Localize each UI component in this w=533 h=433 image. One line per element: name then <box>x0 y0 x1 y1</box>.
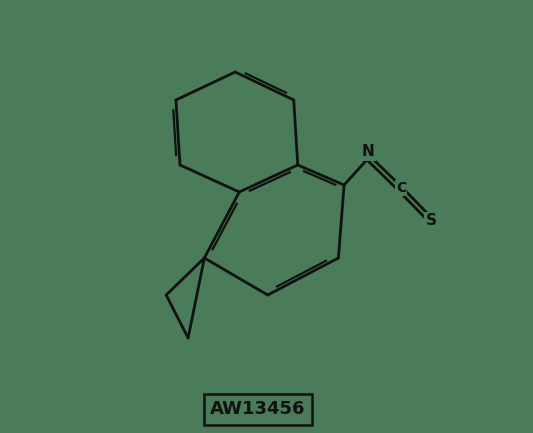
Text: S: S <box>426 213 437 228</box>
Text: C: C <box>396 181 406 195</box>
Text: AW13456: AW13456 <box>210 400 305 418</box>
Text: N: N <box>362 145 375 159</box>
